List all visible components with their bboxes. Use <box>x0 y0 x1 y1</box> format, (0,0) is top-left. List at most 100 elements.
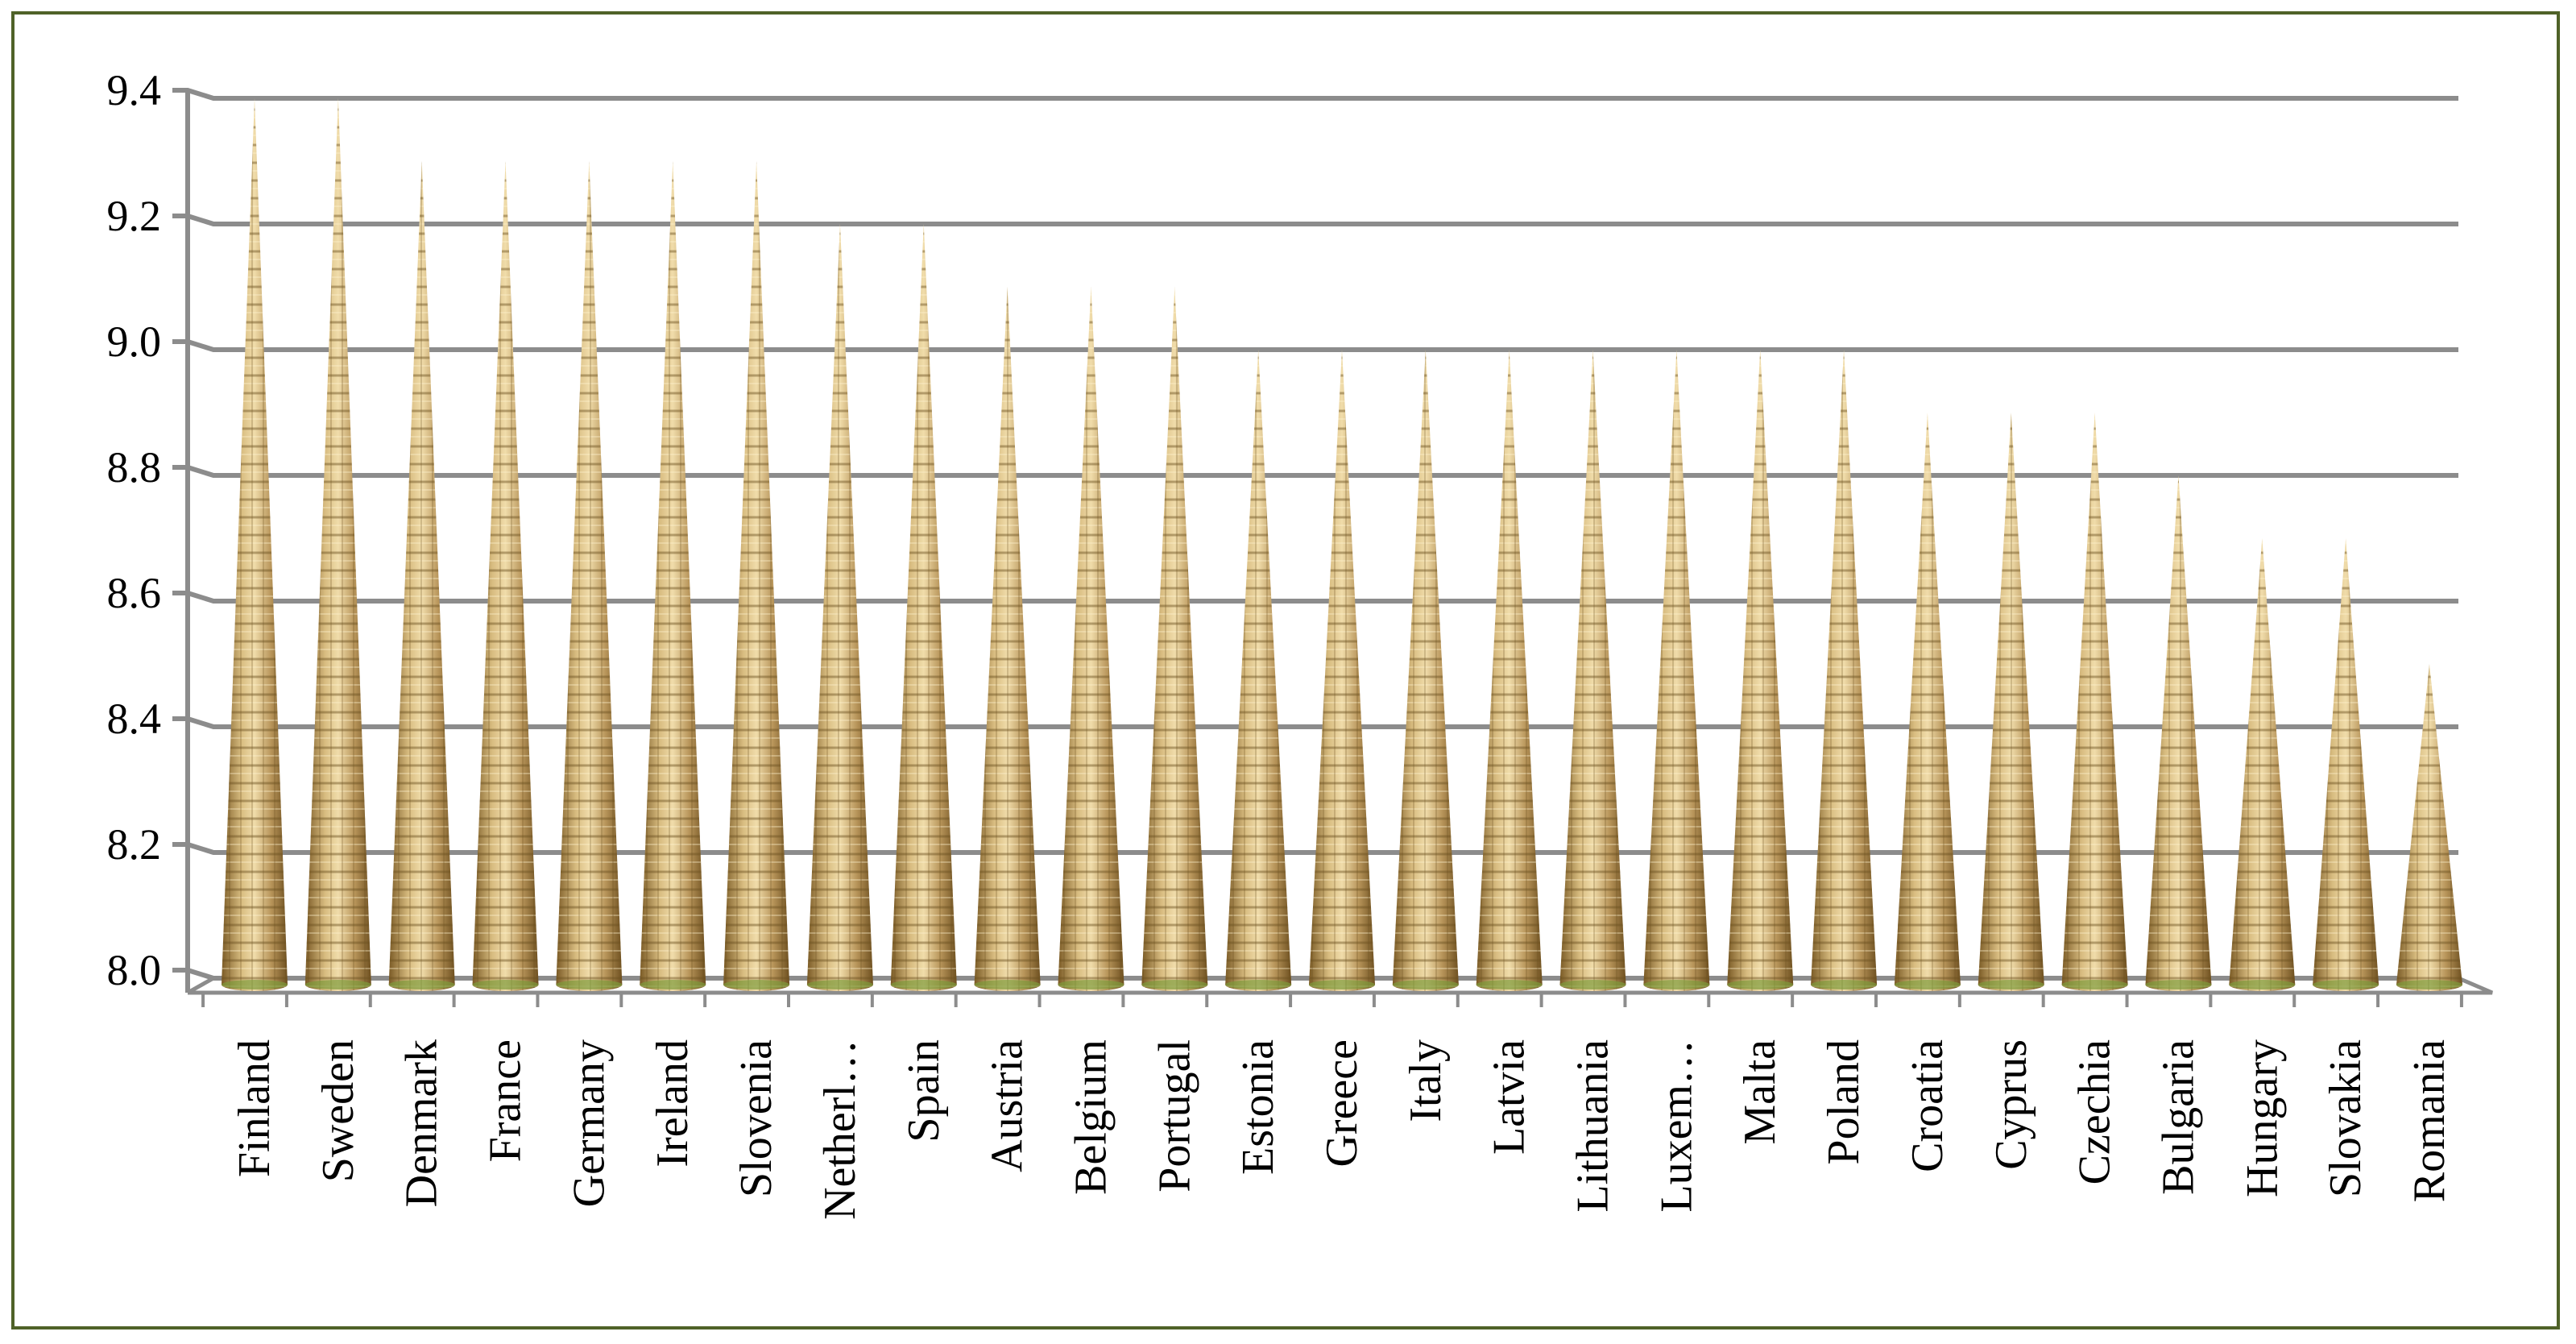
cone-lithuania <box>1559 350 1626 991</box>
cone-malta <box>1727 350 1794 991</box>
cone-hungary <box>2229 538 2296 991</box>
cone-spain <box>890 224 957 991</box>
cone-base <box>2061 980 2128 989</box>
cone-texture <box>388 161 455 991</box>
cone-texture <box>2229 538 2296 991</box>
gridline <box>172 88 2458 101</box>
x-tick-label: Austria <box>983 1039 1033 1172</box>
cone-texture <box>1727 350 1794 991</box>
cone-croatia <box>1894 413 1961 991</box>
cone-base <box>1058 980 1124 989</box>
cone-slovakia <box>2313 538 2379 991</box>
x-tick-label: Portugal <box>1149 1039 1199 1193</box>
cone-texture <box>974 287 1041 991</box>
x-tick-label: Czechia <box>2070 1039 2120 1184</box>
cone-greece <box>1309 350 1375 991</box>
x-tick-label: Finland <box>230 1039 280 1177</box>
x-tick-label: Sweden <box>313 1039 363 1182</box>
cone-romania <box>2396 664 2462 991</box>
x-tick-label: Italy <box>1401 1039 1451 1122</box>
cone-texture <box>640 161 706 991</box>
x-tick-label: Croatia <box>1903 1039 1953 1172</box>
cone-latvia <box>1476 350 1543 991</box>
cone-base <box>890 980 957 989</box>
cone-base <box>1727 980 1794 989</box>
cone-base <box>1811 980 1878 989</box>
cone-texture <box>806 224 873 991</box>
cone-poland <box>1811 350 1878 991</box>
cone-texture <box>1559 350 1626 991</box>
cone-portugal <box>1141 287 1208 991</box>
cone-texture <box>2396 664 2462 991</box>
cone-texture <box>472 161 539 991</box>
x-tick-label: Slovenia <box>731 1039 781 1197</box>
cone-texture <box>1894 413 1961 991</box>
cone-texture <box>1978 413 2044 991</box>
x-tick-label: Germany <box>564 1039 614 1207</box>
gridline <box>172 339 2458 352</box>
x-tick-label: Malta <box>1735 1039 1785 1145</box>
cone-base <box>2145 980 2212 989</box>
cone-base <box>974 980 1041 989</box>
cone-italy <box>1392 350 1459 991</box>
x-tick-label: Slovakia <box>2321 1039 2371 1197</box>
x-tick-label: Lithuania <box>1568 1039 1618 1213</box>
x-tick-label: Estonia <box>1233 1039 1283 1175</box>
cone-base <box>2229 980 2296 989</box>
cone-base <box>472 980 539 989</box>
cone-texture <box>1058 287 1124 991</box>
x-tick-label: Romania <box>2404 1039 2454 1202</box>
x-tick-label: Netherl… <box>815 1039 865 1220</box>
cone-base <box>388 980 455 989</box>
cone-base <box>1476 980 1543 989</box>
cone-base <box>304 980 371 989</box>
cone-bulgaria <box>2145 475 2212 991</box>
gridline <box>172 214 2458 226</box>
cone-base <box>1894 980 1961 989</box>
y-tick-label: 9.4 <box>107 66 162 114</box>
cone-estonia <box>1225 350 1292 991</box>
x-tick-label: Latvia <box>1485 1039 1534 1155</box>
cone-texture <box>1141 287 1208 991</box>
cone-texture <box>1225 350 1292 991</box>
cone-texture <box>1811 350 1878 991</box>
cone-base <box>222 980 288 989</box>
cone-slovenia <box>723 161 790 991</box>
y-tick-label: 9.0 <box>107 317 162 366</box>
cone-base <box>1225 980 1292 989</box>
y-tick-label: 8.8 <box>107 443 162 492</box>
cone-base <box>723 980 790 989</box>
cone-texture <box>1392 350 1459 991</box>
cone-texture <box>556 161 623 991</box>
chart-frame <box>11 11 2560 1329</box>
x-tick-label: Hungary <box>2237 1039 2287 1197</box>
cone-base <box>2396 980 2462 989</box>
cone-base <box>1559 980 1626 989</box>
x-tick-label: Ireland <box>648 1039 698 1168</box>
cone-base <box>1392 980 1459 989</box>
cone-netherl <box>806 224 873 991</box>
x-tick-label: Poland <box>1819 1039 1869 1165</box>
x-tick-label: Belgium <box>1066 1039 1116 1195</box>
cone-base <box>556 980 623 989</box>
x-tick-label: Bulgaria <box>2153 1039 2203 1195</box>
cone-base <box>640 980 706 989</box>
cone-belgium <box>1058 287 1124 991</box>
cone-texture <box>2061 413 2128 991</box>
y-tick-label: 9.2 <box>107 192 162 240</box>
cone-base <box>2313 980 2379 989</box>
cone-luxem <box>1643 350 1710 991</box>
x-tick-label: Denmark <box>397 1039 447 1207</box>
cone-sweden <box>304 98 371 991</box>
cone-cyprus <box>1978 413 2044 991</box>
cone-texture <box>1643 350 1710 991</box>
cone-texture <box>2313 538 2379 991</box>
cone-texture <box>890 224 957 991</box>
cone-texture <box>222 98 288 991</box>
cone-base <box>1141 980 1208 989</box>
y-tick-label: 8.4 <box>107 695 162 743</box>
cone-base <box>1309 980 1375 989</box>
cone-texture <box>2145 475 2212 991</box>
x-tick-label: Cyprus <box>1986 1039 2036 1170</box>
